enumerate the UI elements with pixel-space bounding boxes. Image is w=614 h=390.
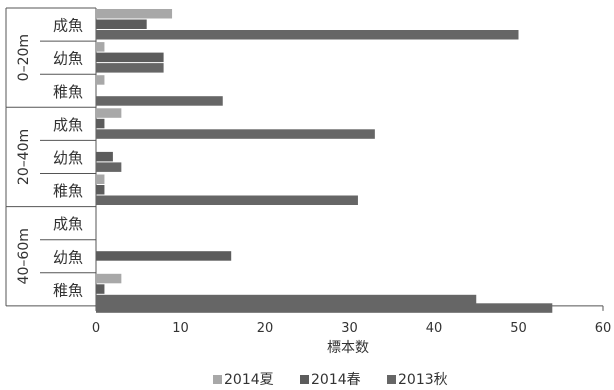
category-label: 成魚 [53, 116, 83, 134]
category-label: 幼魚 [53, 248, 83, 266]
bar [96, 75, 105, 85]
bar [96, 42, 105, 52]
bar [96, 118, 105, 129]
bar [96, 30, 519, 40]
legend-swatch [300, 375, 309, 384]
group-label: 0–20m [16, 34, 32, 81]
category-label: 成魚 [53, 17, 83, 35]
legend-label: 2014春 [311, 372, 361, 388]
bar [96, 251, 232, 261]
bar [96, 174, 105, 184]
bar [96, 294, 477, 305]
x-tick-label: 50 [510, 321, 527, 336]
chart-axes [5, 7, 604, 311]
bar [96, 151, 113, 162]
x-tick-label: 30 [341, 321, 358, 336]
category-label: 成魚 [53, 215, 83, 233]
bar [96, 129, 375, 139]
category-label: 稚魚 [53, 83, 83, 101]
bar [96, 52, 164, 63]
category-label: 幼魚 [53, 149, 83, 167]
x-axis-label: 標本数 [327, 340, 369, 356]
category-label: 幼魚 [53, 50, 83, 68]
x-tick-label: 40 [426, 321, 443, 336]
group-labels: 0–20m 20–40m 40–60m [16, 34, 32, 284]
category-label: 稚魚 [53, 281, 83, 299]
bar [96, 185, 105, 195]
chart-bars [96, 9, 553, 313]
bar [96, 96, 223, 106]
bar [96, 273, 122, 284]
legend-label: 2014夏 [224, 372, 274, 388]
x-tick-label: 0 [92, 321, 100, 336]
bar [96, 162, 122, 172]
x-tick-label: 20 [257, 321, 274, 336]
bar [96, 9, 173, 19]
group-label: 40–60m [16, 228, 32, 284]
legend: 2014夏 2014春 2013秋 [213, 372, 448, 388]
bar [96, 63, 164, 73]
bar [96, 303, 553, 313]
legend-label: 2013秋 [398, 372, 448, 388]
group-label: 20–40m [16, 129, 32, 185]
legend-swatch [387, 375, 396, 384]
x-tick-label: 60 [595, 321, 612, 336]
bar [96, 284, 105, 294]
bar [96, 19, 147, 29]
category-label: 稚魚 [53, 182, 83, 200]
bar [96, 195, 358, 205]
legend-swatch [213, 375, 222, 384]
x-tick-labels: 0 10 20 30 40 50 60 [92, 321, 611, 336]
bar [96, 108, 122, 118]
x-tick-label: 10 [172, 321, 189, 336]
